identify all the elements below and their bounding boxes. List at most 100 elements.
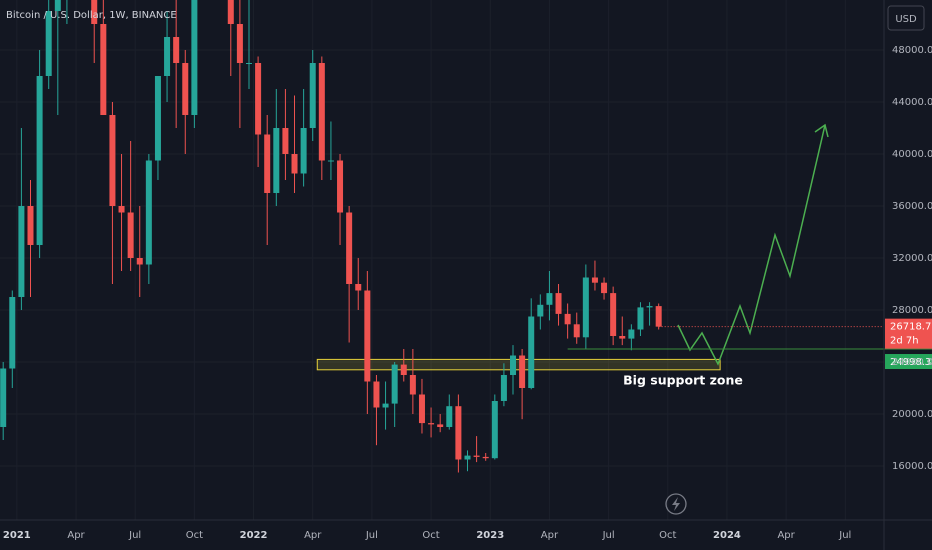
overlay: 26718.75 2d 7h 24998.34 [567,318,932,370]
candle-body [573,324,580,338]
candle-body [500,374,507,401]
candle-body [337,160,344,213]
candle-body [446,406,453,427]
x-tick-label: Jul [365,530,378,541]
candle-body [346,212,353,284]
candle-body [36,75,43,245]
candle-body [54,0,61,11]
candle-body [537,304,544,317]
candle-body [418,394,425,424]
candle-body [409,374,416,395]
y-tick-label: 24000.00 [892,357,932,368]
candle-body [428,423,435,425]
support-zone [316,358,721,371]
level-price-box [885,354,932,370]
x-tick-label: 2022 [240,530,268,541]
x-tick-label: Oct [422,530,439,541]
candle-body [273,127,280,193]
x-tick-label: Apr [541,530,559,541]
candle-body [227,0,234,24]
candle-body [182,62,189,115]
candle-body [464,455,471,460]
currency-label: USD [895,14,917,25]
x-tick-label: Jul [128,530,141,541]
x-tick-label: Oct [659,530,676,541]
candle-body [610,293,617,336]
candle-body [191,0,198,115]
support-zone-label: Big support zone [623,373,743,388]
candle-body [546,293,553,305]
candle-body [601,282,608,294]
candle-body [291,153,298,174]
candle-body [327,160,334,162]
candle-body [555,293,562,314]
candle-body [236,23,243,63]
x-tick-label: Jul [838,530,851,541]
currency-button[interactable] [887,5,925,31]
candle-body [619,335,626,339]
candle-body [655,306,662,327]
candle-body [0,368,7,427]
candle-body [455,406,462,460]
forecast-path [677,124,826,366]
candle-body [400,364,407,375]
candle-body [100,23,107,115]
candle-body [173,36,180,63]
last-price-label: 26718.75 [890,322,932,333]
candle-body [591,277,598,283]
candle-body [145,160,152,265]
candle-body [437,424,444,427]
candle-body [519,355,526,388]
candle-body [282,127,289,154]
forecast-arrowhead [814,123,829,138]
candle-body [382,403,389,408]
grid [0,0,884,520]
x-tick-label: 2024 [713,530,741,541]
candle-body [300,127,307,174]
y-tick-label: 48000.00 [892,45,932,56]
x-tick-label: Jul [602,530,615,541]
support-zone-layer [316,358,721,371]
candle-body [245,62,252,64]
y-tick-label: 28000.00 [892,305,932,316]
x-tick-label: Oct [186,530,203,541]
candle-body [91,0,98,24]
candle-body [136,257,143,265]
x-tick-label: 2023 [476,530,504,541]
candle-body [364,290,371,382]
candle-body [127,212,134,258]
candle-body [510,355,517,375]
candle-body [582,277,589,338]
x-tick-label: Apr [304,530,322,541]
candle-body [528,316,535,388]
candle-body [391,364,398,404]
candle-body [164,36,171,76]
symbol-title: Bitcoin / U.S. Dollar, 1W, BINANCE [6,10,177,21]
candle-body [473,455,480,457]
candle-body [491,400,498,459]
candle-body [264,134,271,193]
y-tick-label: 16000.00 [892,461,932,472]
candle-body [482,456,489,459]
candle-body [309,62,316,128]
y-tick-label: 44000.00 [892,97,932,108]
candle-body [109,114,116,206]
candle-body [564,313,571,325]
candle-body [9,296,16,369]
x-tick-label: 2021 [3,530,31,541]
candle-body [373,381,380,408]
candle-body [355,283,362,291]
x-tick-label: Apr [777,530,795,541]
countdown-label: 2d 7h [890,336,919,347]
last-price-box [885,318,932,349]
candles [0,0,662,473]
lightning-icon [672,497,680,511]
candle-body [118,205,125,213]
candle-body [154,75,161,161]
candle-body [45,10,52,76]
y-tick-label: 20000.00 [892,409,932,420]
replay-button[interactable] [665,493,687,515]
candle-body [628,329,635,339]
candle-body [646,306,653,308]
